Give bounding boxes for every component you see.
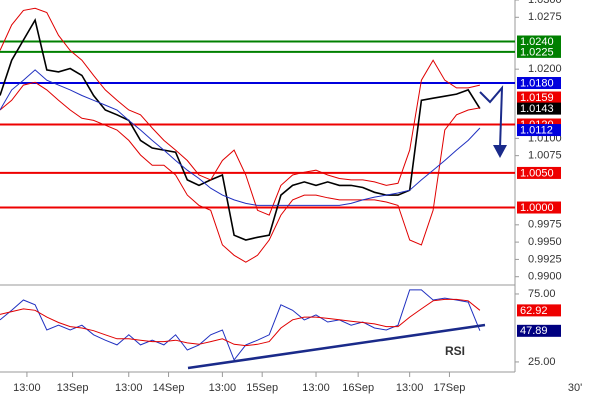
- series-line: [0, 7, 481, 216]
- y-tick-label: 0.9950: [528, 236, 562, 248]
- y-tick-label: 0.9925: [528, 253, 562, 265]
- x-tick-label: 13:00: [396, 382, 424, 394]
- price-box-bg: [517, 124, 561, 137]
- x-tick-label: 14Sep: [153, 382, 185, 394]
- x-tick-label: 16Sep: [342, 382, 374, 394]
- x-tick-label: 13:00: [209, 382, 237, 394]
- price-box-label: 1.0112: [520, 124, 553, 136]
- series-line: [0, 289, 481, 361]
- price-box-label: 1.0000: [520, 202, 554, 214]
- forecast-arrowhead: [493, 145, 507, 158]
- price-box-label: 47.89: [520, 325, 548, 337]
- price-box: 1.0240: [517, 35, 561, 48]
- rsi-label: RSI: [445, 344, 465, 358]
- price-box: 1.0180: [517, 77, 561, 89]
- rsi-trendline: [187, 323, 486, 370]
- price-box-bg: [517, 45, 561, 58]
- x-tick-label: 13:00: [13, 382, 41, 394]
- price-box: 1.0000: [517, 201, 561, 214]
- y-tick-label: 1.0075: [528, 150, 562, 162]
- y-tick-label: 0.9975: [528, 219, 562, 231]
- price-box: 62.92: [517, 304, 561, 317]
- series-line: [0, 69, 481, 206]
- y-tick-label: 1.0200: [528, 63, 562, 75]
- price-box-label: 1.0143: [520, 103, 554, 115]
- price-box-bg: [517, 166, 561, 179]
- price-box-bg: [517, 102, 561, 115]
- price-box-bg: [517, 324, 561, 337]
- price-box-label: 1.0050: [520, 167, 554, 179]
- price-box: 1.0225: [517, 45, 561, 58]
- y-tick-label: 1.0300: [528, 0, 562, 6]
- y-tick-label: 0.9900: [528, 271, 562, 283]
- x-tick-label: 15Sep: [246, 382, 278, 394]
- price-box: 1.0159: [517, 91, 561, 104]
- price-box-bg: [517, 304, 561, 317]
- price-box-bg: [517, 77, 561, 90]
- price-box-label: 1.0240: [520, 36, 554, 48]
- price-box-label: 1.0180: [520, 77, 554, 89]
- price-box-bg: [517, 201, 561, 214]
- price-box-bg: [517, 35, 561, 48]
- timeframe: 30': [568, 382, 582, 394]
- price-box: 47.89: [517, 324, 561, 337]
- x-tick-label: 13:00: [115, 382, 143, 394]
- forecast-arrow: [479, 85, 504, 149]
- price-box-label: 1.0159: [520, 92, 554, 104]
- y-tick-label: 75.00: [528, 288, 556, 300]
- price-box: 1.0112: [517, 124, 561, 136]
- price-box: 1.0050: [517, 166, 561, 179]
- price-box-bg: [517, 91, 561, 104]
- x-tick-label: 17Sep: [434, 382, 466, 394]
- series-line: [0, 17, 481, 241]
- series-line: [0, 81, 480, 263]
- series-line: [0, 298, 481, 347]
- price-box-label: 1.0225: [520, 46, 554, 58]
- y-tick-label: 1.0275: [528, 11, 562, 23]
- price-box: 1.0143: [517, 102, 561, 115]
- price-box-label: 62.92: [520, 305, 548, 317]
- x-tick-label: 13:00: [302, 382, 330, 394]
- y-tick-label: 25.00: [528, 356, 556, 368]
- x-tick-label: 13Sep: [57, 382, 89, 394]
